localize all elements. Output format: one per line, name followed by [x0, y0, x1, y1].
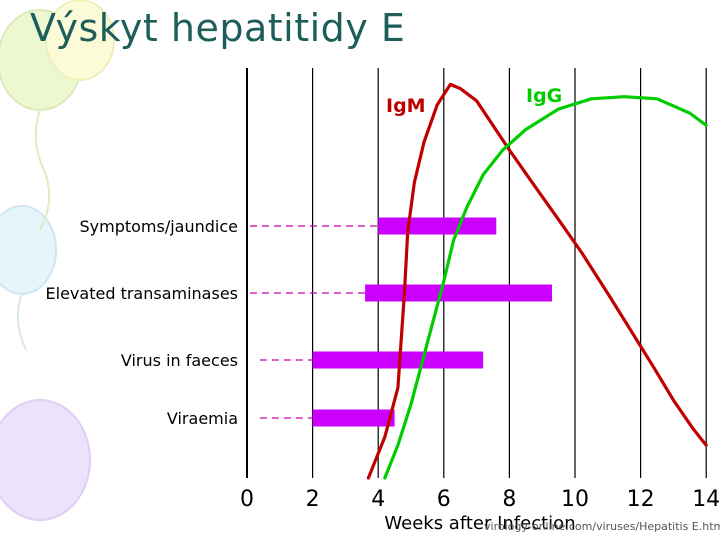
phase-bar: [365, 284, 553, 302]
phase-label: Virus in faeces: [121, 351, 238, 370]
x-tick-label: 0: [240, 487, 254, 512]
x-tick-label: 12: [627, 487, 655, 512]
slide-title: Výskyt hepatitidy E: [30, 6, 406, 50]
series-label: IgG: [526, 85, 562, 107]
phase-label: Elevated transaminases: [46, 284, 238, 303]
source-note: virology-online.com/viruses/Hepatitis E.…: [484, 520, 720, 533]
x-tick-label: 8: [502, 487, 516, 512]
phase-bar: [378, 217, 497, 235]
x-tick-label: 4: [371, 487, 385, 512]
x-axis-label: Weeks after Infection: [384, 513, 575, 534]
x-tick-label: 2: [306, 487, 320, 512]
series-label: IgM: [386, 95, 426, 117]
series-line-igm: [366, 82, 708, 480]
phase-bar: [312, 409, 395, 427]
x-tick-label: 10: [561, 487, 589, 512]
balloon-yellow-icon: [45, 0, 115, 81]
balloon-purple-icon: [0, 399, 91, 521]
x-tick-label: 14: [692, 487, 720, 512]
series-line-igg: [383, 95, 708, 480]
phase-label: Viraemia: [167, 409, 238, 428]
balloon-string-icon: [34, 109, 51, 231]
x-tick-label: 6: [437, 487, 451, 512]
phase-label: Symptoms/jaundice: [79, 217, 238, 236]
phase-bar: [312, 351, 484, 369]
balloon-string-icon: [16, 293, 27, 351]
